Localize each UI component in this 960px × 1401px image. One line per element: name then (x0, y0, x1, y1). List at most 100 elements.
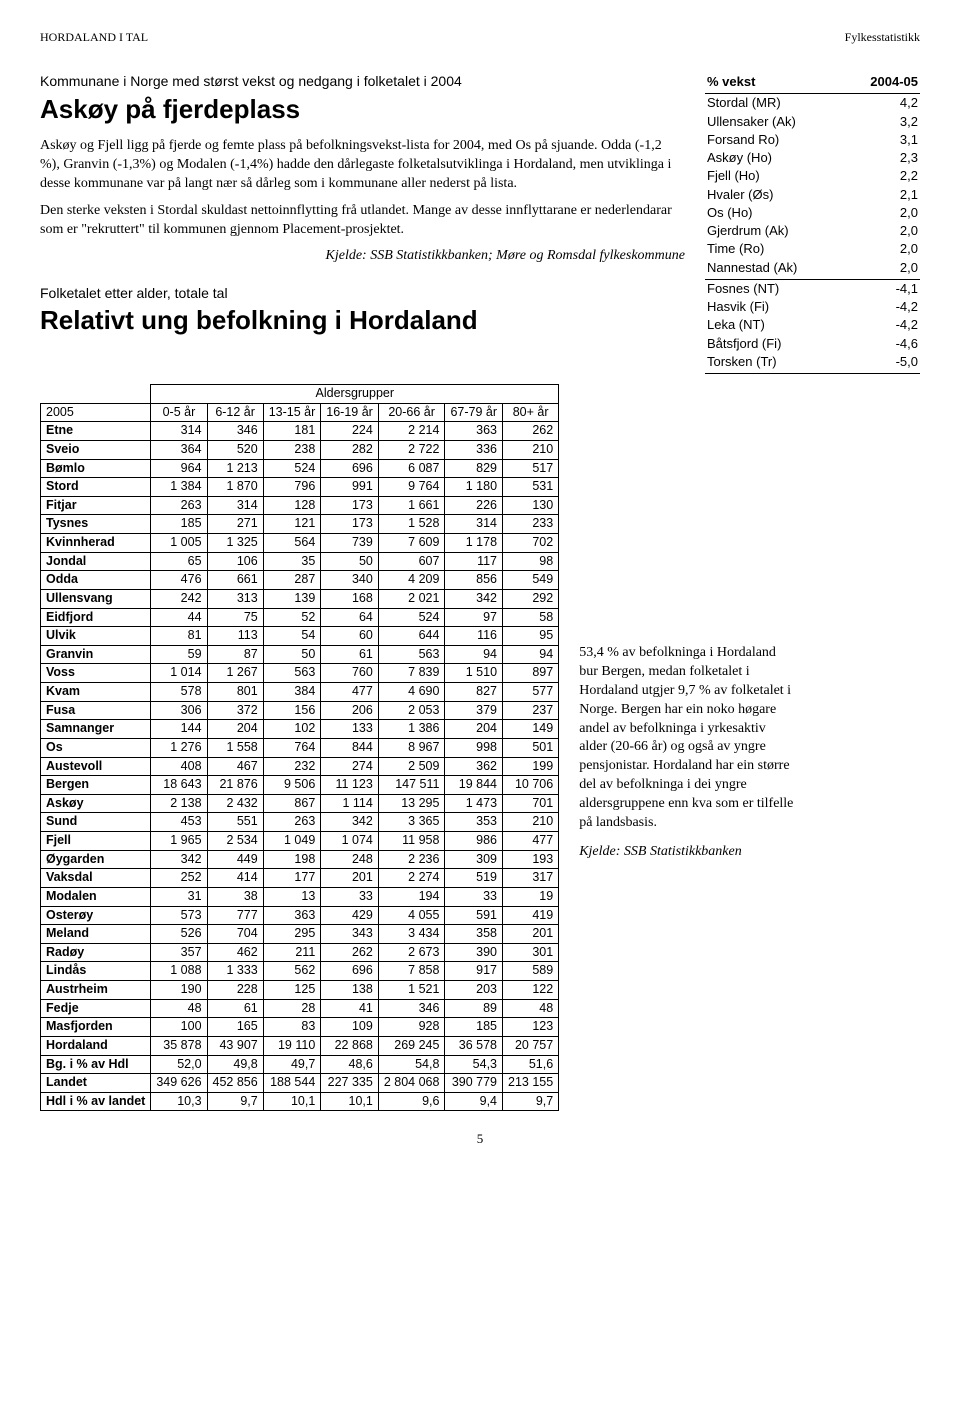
data-cell: 227 335 (321, 1074, 379, 1093)
data-cell: 177 (263, 869, 321, 888)
data-cell: 48 (503, 999, 559, 1018)
data-cell: 777 (207, 906, 263, 925)
data-cell: 429 (321, 906, 379, 925)
data-cell: 524 (378, 608, 445, 627)
data-cell: 41 (321, 999, 379, 1018)
data-cell: 83 (263, 1018, 321, 1037)
data-cell: 35 (263, 552, 321, 571)
data-cell: 31 (151, 887, 207, 906)
data-cell: 2 722 (378, 440, 445, 459)
data-cell: 100 (151, 1018, 207, 1037)
data-cell: 94 (503, 645, 559, 664)
data-cell: 97 (445, 608, 503, 627)
data-cell: 248 (321, 850, 379, 869)
data-cell: 1 088 (151, 962, 207, 981)
row-label: Fitjar (41, 496, 151, 515)
data-cell: 48 (151, 999, 207, 1018)
data-cell: 1 180 (445, 478, 503, 497)
data-cell: 199 (503, 757, 559, 776)
age-superheader: Aldersgrupper (151, 385, 559, 404)
data-cell: 362 (445, 757, 503, 776)
growth-val: 2,0 (844, 240, 920, 258)
row-label: Ulvik (41, 627, 151, 646)
data-cell: 190 (151, 981, 207, 1000)
data-cell: 1 014 (151, 664, 207, 683)
data-cell: 309 (445, 850, 503, 869)
data-cell: 314 (445, 515, 503, 534)
data-cell: 19 844 (445, 776, 503, 795)
data-cell: 4 055 (378, 906, 445, 925)
data-cell: 2 509 (378, 757, 445, 776)
row-label: Austevoll (41, 757, 151, 776)
data-cell: 342 (445, 589, 503, 608)
data-cell: 827 (445, 683, 503, 702)
data-cell: 2 138 (151, 794, 207, 813)
growth-val: -4,2 (844, 316, 920, 334)
row-label: Fusa (41, 701, 151, 720)
row-label: Odda (41, 571, 151, 590)
data-cell: 109 (321, 1018, 379, 1037)
data-cell: 336 (445, 440, 503, 459)
data-cell: 357 (151, 943, 207, 962)
row-label: Os (41, 738, 151, 757)
data-cell: 564 (263, 534, 321, 553)
data-cell: 701 (503, 794, 559, 813)
data-cell: 549 (503, 571, 559, 590)
data-cell: 524 (263, 459, 321, 478)
data-cell: 168 (321, 589, 379, 608)
age-col-header: 6-12 år (207, 403, 263, 422)
data-cell: 262 (321, 943, 379, 962)
data-cell: 2 804 068 (378, 1074, 445, 1093)
growth-name: Hvaler (Øs) (705, 186, 844, 204)
data-cell: 607 (378, 552, 445, 571)
data-cell: 98 (503, 552, 559, 571)
data-cell: 65 (151, 552, 207, 571)
data-cell: 36 578 (445, 1036, 503, 1055)
data-cell: 201 (503, 925, 559, 944)
data-cell: 10,1 (263, 1092, 321, 1111)
data-cell: 449 (207, 850, 263, 869)
data-cell: 764 (263, 738, 321, 757)
data-cell: 856 (445, 571, 503, 590)
growth-val: 2,0 (844, 222, 920, 240)
data-cell: 210 (503, 440, 559, 459)
growth-name: Forsand Ro) (705, 131, 844, 149)
data-cell: 43 907 (207, 1036, 263, 1055)
data-cell: 1 333 (207, 962, 263, 981)
data-cell: 60 (321, 627, 379, 646)
data-cell: 1 521 (378, 981, 445, 1000)
data-cell: 9,7 (503, 1092, 559, 1111)
upper-columns: Kommunane i Norge med størst vekst og ne… (40, 73, 920, 374)
data-cell: 75 (207, 608, 263, 627)
growth-val: 3,2 (844, 113, 920, 131)
data-cell: 526 (151, 925, 207, 944)
data-cell: 306 (151, 701, 207, 720)
data-cell: 1 267 (207, 664, 263, 683)
data-cell: 49,8 (207, 1055, 263, 1074)
data-cell: 18 643 (151, 776, 207, 795)
data-cell: 591 (445, 906, 503, 925)
data-cell: 262 (503, 422, 559, 441)
data-cell: 38 (207, 887, 263, 906)
data-cell: 6 087 (378, 459, 445, 478)
growth-val: 2,0 (844, 204, 920, 222)
article1-source: Kjelde: SSB Statistikkbanken; Møre og Ro… (40, 247, 685, 265)
age-col-header: 67-79 år (445, 403, 503, 422)
data-cell: 287 (263, 571, 321, 590)
data-cell: 562 (263, 962, 321, 981)
row-label: Etne (41, 422, 151, 441)
row-label: Kvinnherad (41, 534, 151, 553)
data-cell: 363 (263, 906, 321, 925)
row-label: Stord (41, 478, 151, 497)
data-cell: 226 (445, 496, 503, 515)
data-cell: 123 (503, 1018, 559, 1037)
data-cell: 138 (321, 981, 379, 1000)
data-cell: 81 (151, 627, 207, 646)
data-cell: 156 (263, 701, 321, 720)
data-cell: 48,6 (321, 1055, 379, 1074)
data-cell: 122 (503, 981, 559, 1000)
data-cell: 2 236 (378, 850, 445, 869)
data-cell: 964 (151, 459, 207, 478)
data-cell: 61 (321, 645, 379, 664)
data-cell: 193 (503, 850, 559, 869)
